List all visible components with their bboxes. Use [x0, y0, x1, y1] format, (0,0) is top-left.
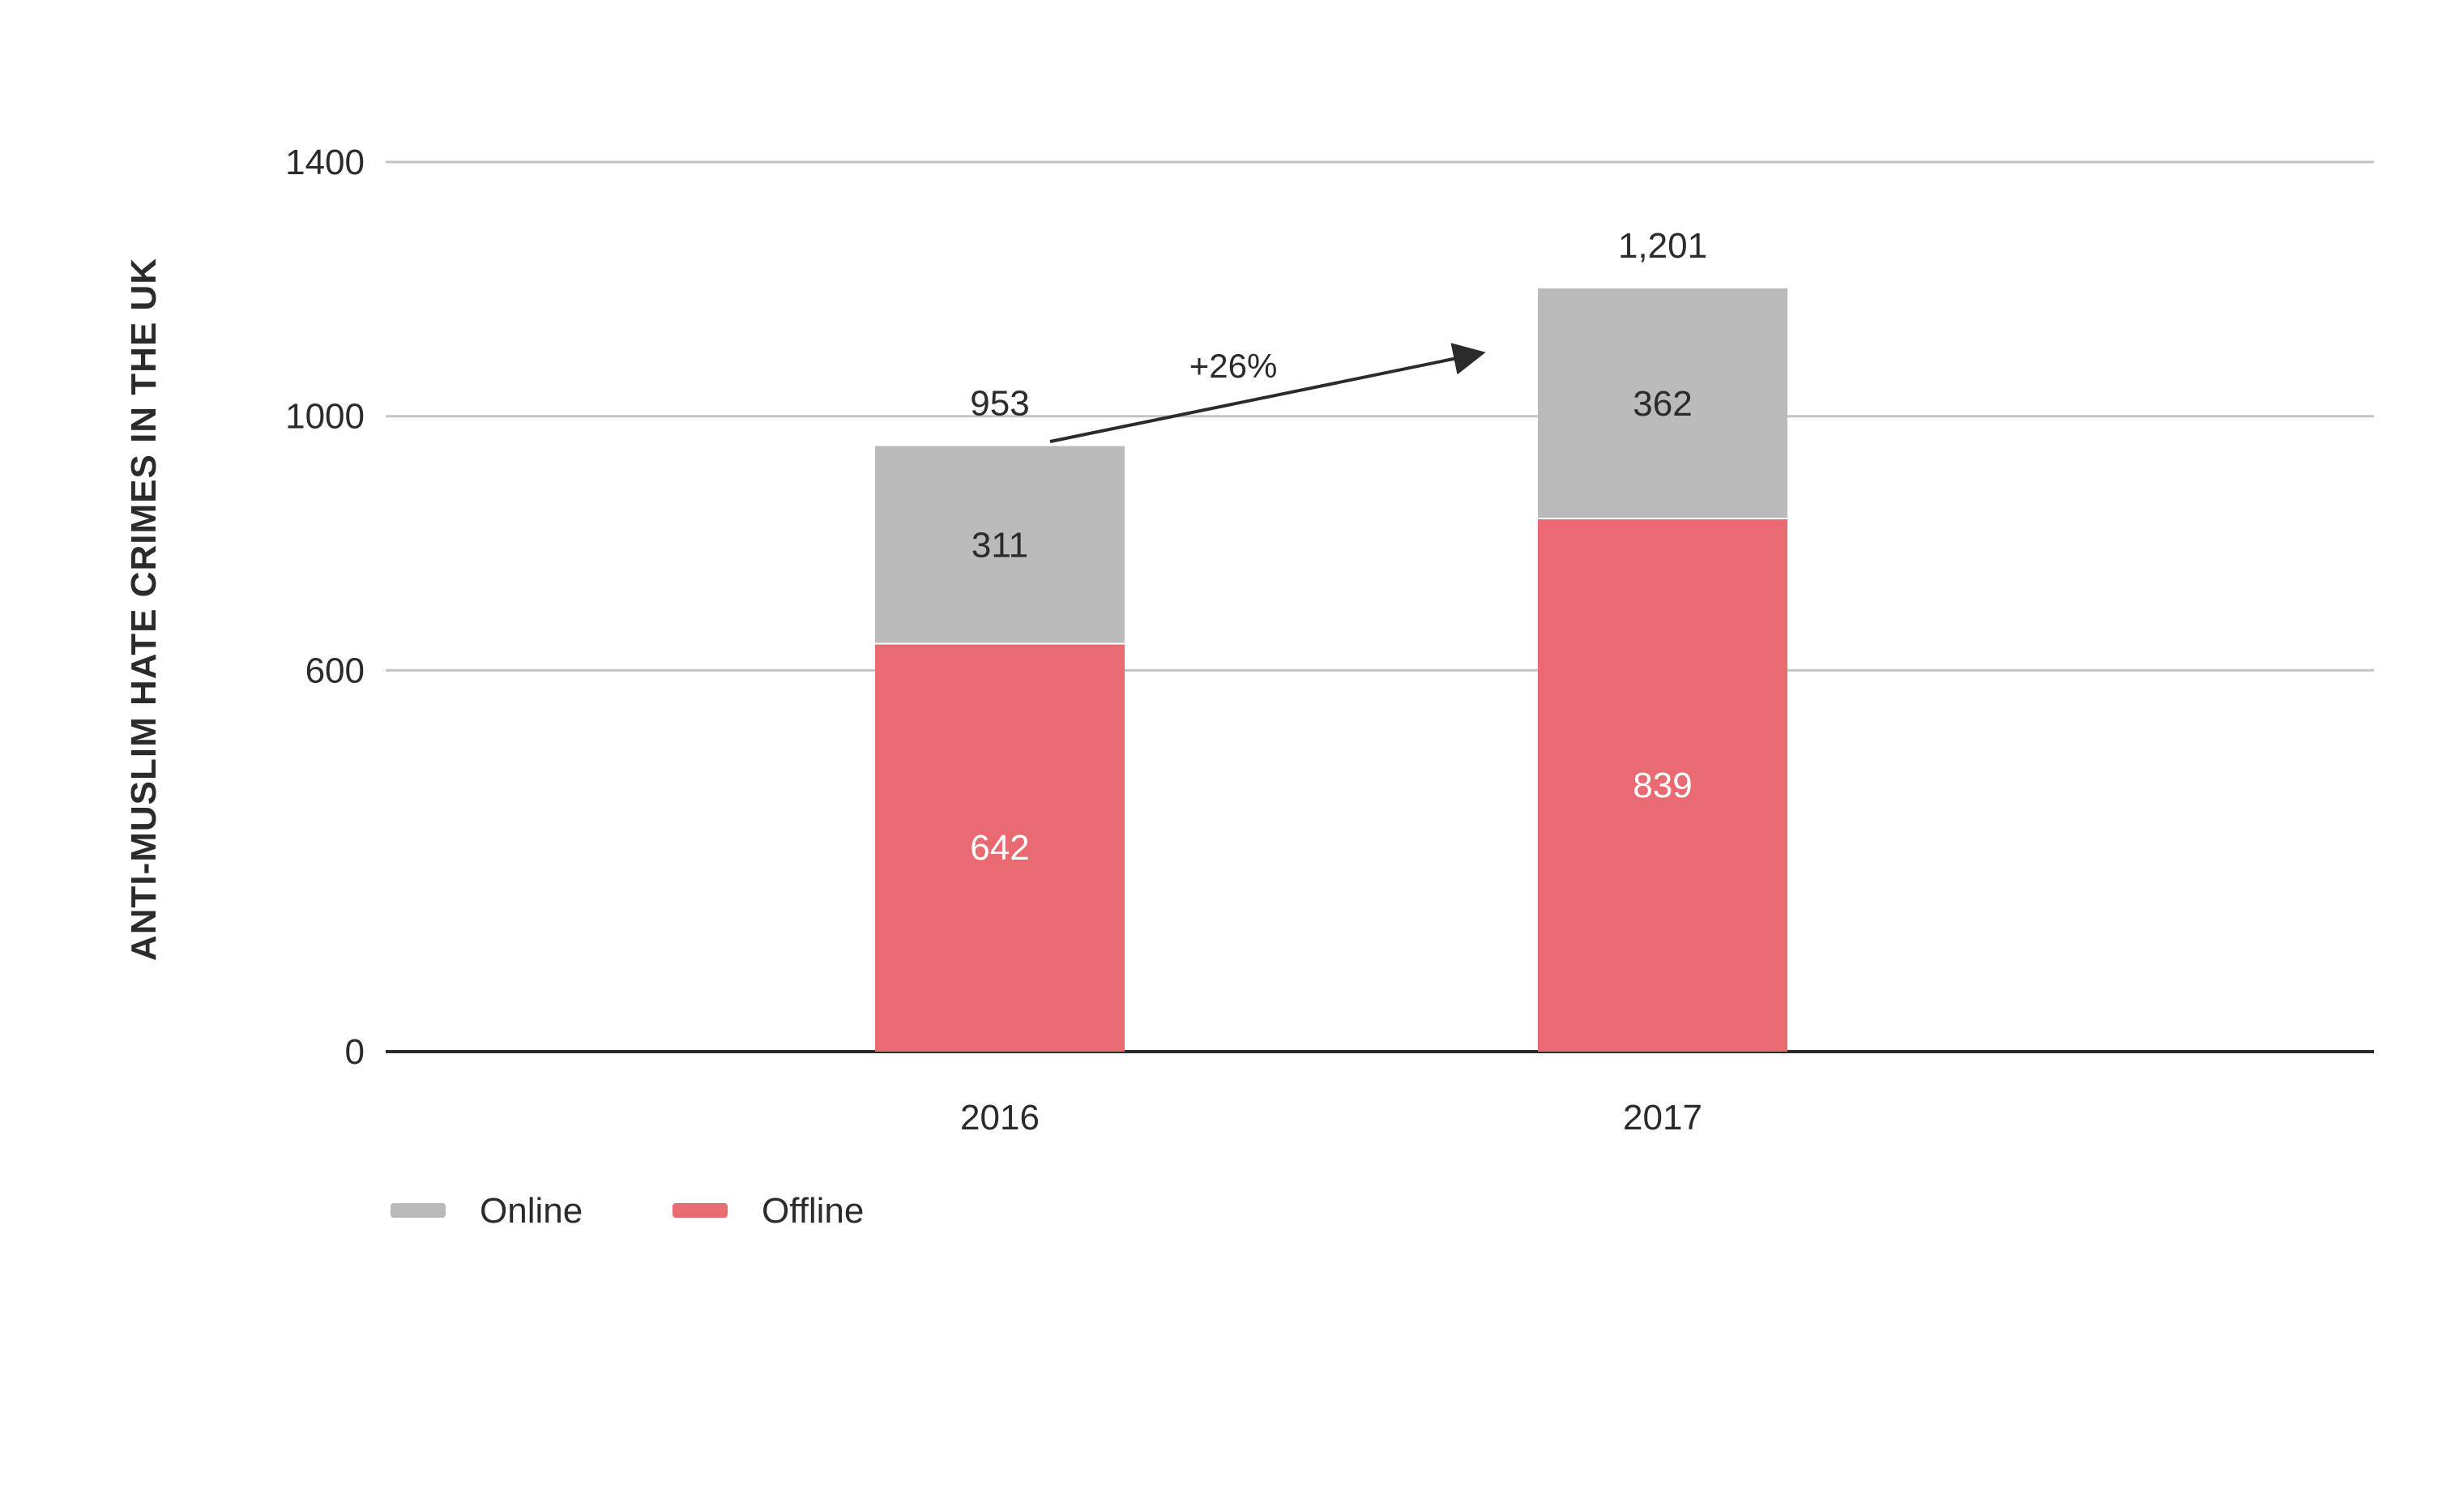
data-label-offline-2017: 839	[1633, 766, 1692, 805]
bar-offline-2016	[875, 643, 1125, 1052]
y-tick-label-1400: 1400	[285, 143, 365, 182]
legend-label-offline: Offline	[762, 1191, 864, 1231]
annotation: +26%	[1049, 343, 1486, 443]
legend: Online Offline	[391, 1191, 864, 1231]
labels: 0 600 1000 1400 642 311 953 2016 839 362 1,201 2017	[285, 143, 1707, 1138]
data-label-online-2017: 362	[1633, 384, 1692, 424]
bar-offline-2017	[1538, 518, 1787, 1052]
x-tick-label-2017: 2017	[1623, 1098, 1702, 1138]
total-label-2017: 1,201	[1618, 226, 1707, 266]
legend-swatch-online	[391, 1203, 446, 1218]
y-tick-label-1000: 1000	[285, 397, 365, 437]
data-label-offline-2016: 642	[970, 828, 1029, 868]
y-axis-title: ANTI-MUSLIM HATE CRIMES IN THE UK	[124, 258, 164, 961]
gridlines	[386, 160, 2374, 1053]
legend-label-online: Online	[480, 1191, 583, 1231]
growth-arrow	[1049, 343, 1486, 443]
y-tick-label-600: 600	[305, 651, 365, 690]
total-label-2016: 953	[970, 384, 1029, 424]
bar-online-2016	[875, 446, 1125, 644]
data-label-online-2016: 311	[972, 526, 1028, 566]
legend-swatch-offline	[673, 1203, 728, 1218]
growth-annotation-label: +26%	[1189, 347, 1278, 385]
bar-online-2017	[1538, 288, 1787, 519]
bars	[875, 288, 1787, 1052]
y-tick-label-0: 0	[345, 1032, 365, 1072]
x-tick-label-2016: 2016	[960, 1098, 1040, 1138]
